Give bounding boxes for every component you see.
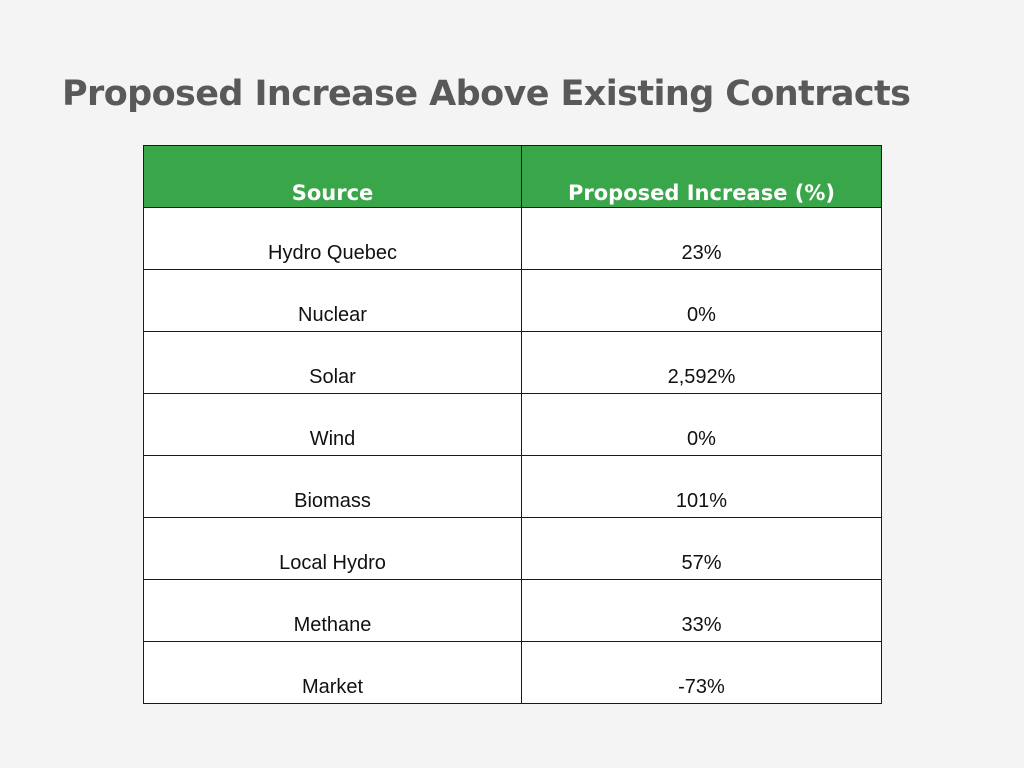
source-cell: Biomass	[143, 455, 522, 518]
source-cell: Methane	[143, 579, 522, 642]
table-row: Wind 0%	[143, 393, 882, 456]
increase-cell: 0%	[521, 269, 882, 332]
table-header-row: Source Proposed Increase (%)	[143, 145, 882, 208]
increase-cell: -73%	[521, 641, 882, 704]
increase-cell: 0%	[521, 393, 882, 456]
increase-cell: 2,592%	[521, 331, 882, 394]
table-row: Local Hydro 57%	[143, 517, 882, 580]
column-header-source: Source	[143, 145, 522, 208]
table-row: Solar 2,592%	[143, 331, 882, 394]
source-cell: Hydro Quebec	[143, 207, 522, 270]
table-row: Nuclear 0%	[143, 269, 882, 332]
source-cell: Market	[143, 641, 522, 704]
source-cell: Local Hydro	[143, 517, 522, 580]
table-row: Biomass 101%	[143, 455, 882, 518]
increase-cell: 57%	[521, 517, 882, 580]
increase-cell: 33%	[521, 579, 882, 642]
source-cell: Solar	[143, 331, 522, 394]
column-header-proposed-increase: Proposed Increase (%)	[521, 145, 882, 208]
increase-table: Source Proposed Increase (%) Hydro Quebe…	[143, 145, 882, 704]
slide-title: Proposed Increase Above Existing Contrac…	[62, 74, 911, 114]
source-cell: Wind	[143, 393, 522, 456]
source-cell: Nuclear	[143, 269, 522, 332]
table-row: Methane 33%	[143, 579, 882, 642]
table-row: Hydro Quebec 23%	[143, 207, 882, 270]
increase-cell: 23%	[521, 207, 882, 270]
table-row: Market -73%	[143, 641, 882, 704]
increase-cell: 101%	[521, 455, 882, 518]
